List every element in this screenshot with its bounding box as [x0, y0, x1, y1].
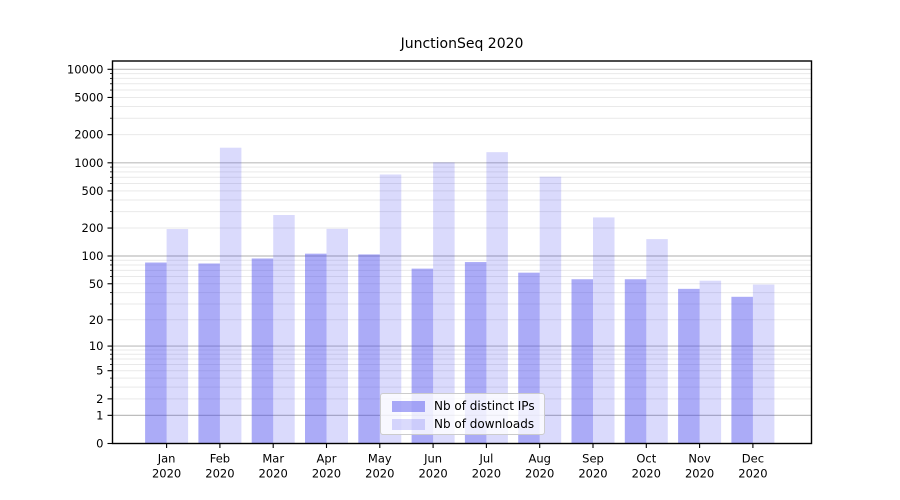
- bar-downloads-feb: [219, 147, 242, 444]
- chart-title: JunctionSeq 2020: [400, 36, 524, 52]
- y-tick-label: 1000: [74, 156, 103, 170]
- bar-downloads-sep: [593, 217, 615, 444]
- bar-downloads-may: [379, 174, 402, 444]
- bar-downloads-dec: [752, 284, 775, 444]
- plot-frame: [111, 60, 813, 445]
- x-tick-label-year: 2020: [205, 467, 234, 481]
- bar-ips-may: [358, 254, 380, 444]
- x-tick-label-year: 2020: [365, 467, 394, 481]
- y-tick-label: 5000: [74, 90, 103, 104]
- bar-downloads-apr: [326, 228, 348, 444]
- y-tick-label: 100: [82, 249, 104, 263]
- x-tick-label-month: Dec: [742, 452, 764, 466]
- legend-swatch-downloads: [392, 418, 425, 430]
- x-tick-label-month: Feb: [210, 452, 230, 466]
- legend-item-downloads: Nb of downloads: [392, 415, 544, 433]
- y-tick-label: 2: [96, 392, 103, 406]
- x-tick-label-year: 2020: [418, 467, 447, 481]
- bar-ips-jan: [145, 262, 167, 444]
- bar-downloads-jan: [166, 229, 189, 444]
- legend: Nb of distinct IPs Nb of downloads: [380, 393, 545, 435]
- x-tick-label-month: Sep: [582, 452, 604, 466]
- x-tick-label-month: May: [368, 452, 392, 466]
- y-tick-label: 500: [82, 184, 104, 198]
- y-tick-label: 5: [96, 364, 103, 378]
- x-tick-label-year: 2020: [685, 467, 714, 481]
- y-tick-label: 2000: [74, 128, 103, 142]
- bar-downloads-aug: [539, 176, 562, 444]
- y-tick-label: 20: [89, 313, 104, 327]
- x-tick-label-year: 2020: [152, 467, 181, 481]
- bar-ips-dec: [731, 296, 753, 444]
- x-tick-label-year: 2020: [312, 467, 341, 481]
- x-tick-label-month: Nov: [688, 452, 711, 466]
- x-tick-label-month: Aug: [528, 452, 550, 466]
- legend-swatch-distinct-ips: [392, 400, 425, 412]
- legend-item-distinct-ips: Nb of distinct IPs: [392, 397, 544, 415]
- legend-label-downloads: Nb of downloads: [434, 417, 535, 431]
- bar-ips-feb: [198, 263, 220, 444]
- bar-ips-sep: [571, 279, 593, 444]
- x-tick-label-year: 2020: [578, 467, 607, 481]
- x-tick-label-year: 2020: [632, 467, 661, 481]
- x-tick-label-year: 2020: [259, 467, 288, 481]
- x-tick-label-month: Jul: [478, 452, 493, 466]
- x-tick-label-year: 2020: [738, 467, 767, 481]
- legend-label-distinct-ips: Nb of distinct IPs: [434, 399, 535, 413]
- y-tick-label: 50: [89, 277, 104, 291]
- y-tick-label: 1: [96, 408, 103, 422]
- x-tick-label-month: Oct: [636, 452, 656, 466]
- x-tick-label-year: 2020: [472, 467, 501, 481]
- bar-downloads-mar: [273, 215, 295, 444]
- x-tick-label-month: Mar: [262, 452, 284, 466]
- bar-ips-mar: [251, 258, 274, 444]
- y-tick-label: 0: [96, 437, 103, 451]
- bar-downloads-oct: [646, 239, 668, 444]
- bar-downloads-nov: [699, 280, 722, 444]
- y-tick-label: 200: [82, 221, 104, 235]
- x-tick-label-month: Jan: [157, 452, 176, 466]
- x-tick-label-month: Apr: [317, 452, 337, 466]
- x-tick-label-year: 2020: [525, 467, 554, 481]
- bar-downloads-jul: [486, 152, 508, 444]
- y-tick-label: 10: [89, 339, 104, 353]
- bar-downloads-jun: [433, 162, 455, 444]
- x-tick-label-month: Jun: [423, 452, 442, 466]
- y-tick-label: 10000: [67, 62, 104, 76]
- bar-ips-nov: [678, 288, 700, 444]
- bar-ips-oct: [624, 279, 647, 444]
- bar-ips-apr: [305, 253, 327, 444]
